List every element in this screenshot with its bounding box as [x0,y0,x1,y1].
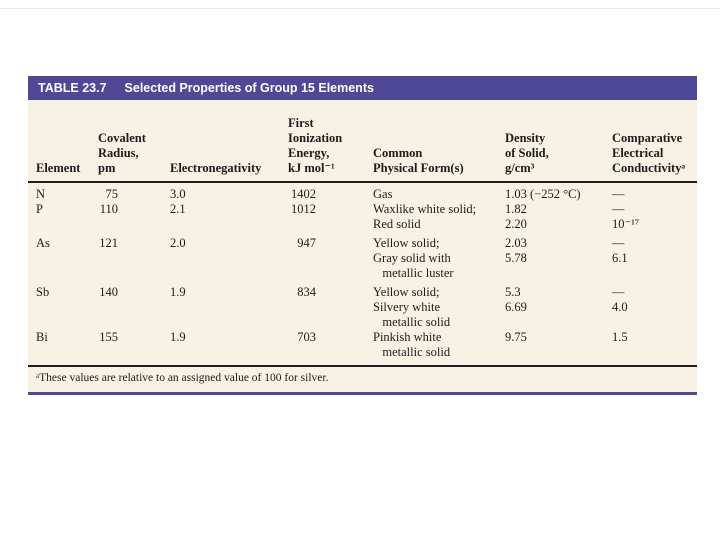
table-rows: N 75 3.0 1402 Gas 1.03 (−252 °C) — P 110… [28,183,697,362]
header-comparative-electrical-conductivity: Comparative Electrical Conductivityᵃ [612,131,686,175]
cell-common-physical-forms: Gas [373,187,393,201]
cell-electronegativity: 2.0 [170,236,186,250]
bottom-border-rule [28,392,697,395]
table-row-nitrogen: N 75 3.0 1402 Gas 1.03 (−252 °C) — [28,187,697,202]
cell-common-physical-forms: Yellow solid; Gray solid with metallic l… [373,236,454,280]
table-row-phosphorus: P 110 2.1 1012 Waxlike white solid; Red … [28,202,697,232]
cell-conductivity: — 10⁻¹⁷ [612,202,640,231]
cell-first-ionization-energy: 834 [297,285,316,299]
cell-first-ionization-energy: 1012 [291,202,316,216]
table-row-bismuth: Bi 155 1.9 703 Pinkish white metallic so… [28,330,697,360]
cell-density-of-solid: 5.3 6.69 [505,285,527,314]
cell-density-of-solid: 1.82 2.20 [505,202,527,231]
cell-first-ionization-energy: 1402 [291,187,316,201]
cell-element: Sb [36,285,50,299]
cell-covalent-radius: 110 [99,202,118,216]
cell-first-ionization-energy: 703 [297,330,316,344]
header-rule [28,181,697,183]
cell-electronegativity: 1.9 [170,285,186,299]
page-edge-line [0,8,720,9]
cell-density-of-solid: 9.75 [505,330,527,344]
table-footnote: ᵃThese values are relative to an assigne… [36,372,329,384]
header-element: Element [36,161,81,175]
cell-covalent-radius: 140 [99,285,118,299]
cell-element: As [36,236,50,250]
cell-common-physical-forms: Pinkish white metallic solid [373,330,451,359]
cell-element: N [36,187,46,201]
header-density-of-solid: Density of Solid, g/cm³ [505,131,549,175]
table-title: Selected Properties of Group 15 Elements [124,81,374,95]
cell-conductivity: — [612,187,625,201]
cell-covalent-radius: 121 [99,236,118,250]
cell-conductivity: 1.5 [612,330,628,344]
header-covalent-radius: Covalent Radius, pm [98,131,146,175]
footnote-rule [28,365,697,367]
table-title-bar: TABLE 23.7 Selected Properties of Group … [28,76,697,100]
table-number: TABLE 23.7 [38,81,107,95]
cell-conductivity: — 6.1 [612,236,628,265]
cell-covalent-radius: 155 [99,330,118,344]
cell-electronegativity: 2.1 [170,202,186,216]
cell-first-ionization-energy: 947 [297,236,316,250]
cell-electronegativity: 3.0 [170,187,186,201]
table-row-arsenic: As 121 2.0 947 Yellow solid; Gray solid … [28,236,697,281]
cell-electronegativity: 1.9 [170,330,186,344]
column-header-row: Element Covalent Radius, pm Electronegat… [28,100,697,181]
cell-element: Bi [36,330,48,344]
cell-element: P [36,202,43,216]
header-first-ionization-energy: First Ionization Energy, kJ mol⁻¹ [288,116,343,175]
table-body: Element Covalent Radius, pm Electronegat… [28,100,697,392]
table-row-antimony: Sb 140 1.9 834 Yellow solid; Silvery whi… [28,285,697,330]
properties-table: TABLE 23.7 Selected Properties of Group … [28,76,697,395]
cell-conductivity: — 4.0 [612,285,628,314]
cell-common-physical-forms: Yellow solid; Silvery white metallic sol… [373,285,451,329]
header-electronegativity: Electronegativity [170,161,262,175]
cell-covalent-radius: 75 [105,187,119,201]
cell-density-of-solid: 2.03 5.78 [505,236,527,265]
header-common-physical-forms: Common Physical Form(s) [373,146,464,175]
cell-common-physical-forms: Waxlike white solid; Red solid [373,202,477,231]
cell-density-of-solid: 1.03 (−252 °C) [505,187,581,201]
